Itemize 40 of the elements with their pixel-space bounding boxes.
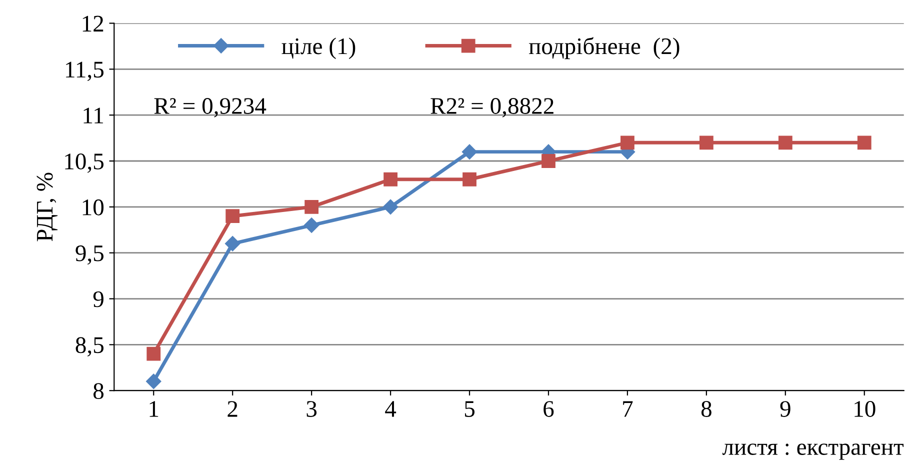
point	[225, 236, 240, 252]
point	[146, 346, 161, 361]
point	[146, 374, 162, 389]
x-tick-label: 7	[623, 401, 633, 417]
y-axis-title: РДГ, %	[36, 172, 58, 242]
x-tick-label: 6	[544, 401, 554, 417]
y-tick-label: 11,5	[66, 62, 104, 81]
x-tick-label: 1	[150, 401, 158, 417]
y-tick-label: 9	[93, 291, 104, 308]
point	[699, 136, 714, 150]
x-tick-label: 2	[228, 401, 238, 417]
y-tick-label: 11	[84, 108, 103, 124]
legend-label: подрібнене (2)	[528, 37, 680, 60]
y-tick-label: 10,5	[65, 153, 104, 173]
point	[304, 200, 319, 214]
annotation: R2² = 0,8822	[430, 98, 554, 118]
y-tick-label: 10	[82, 199, 104, 216]
point	[620, 136, 634, 150]
point	[857, 136, 872, 150]
point	[226, 209, 240, 224]
point	[778, 136, 792, 150]
point	[382, 199, 398, 214]
x-tick-label: 5	[464, 401, 474, 417]
point	[384, 172, 398, 186]
x-tick-label: 4	[385, 401, 396, 417]
y-tick-label: 12	[82, 16, 104, 32]
y-tick-label: 9,5	[76, 245, 104, 265]
point	[462, 172, 476, 186]
point	[462, 144, 478, 160]
x-tick-label: 9	[780, 401, 790, 417]
annotation: R² = 0,9234	[154, 98, 266, 118]
x-tick-label: 8	[701, 401, 712, 417]
x-tick-label: 10	[854, 401, 876, 417]
legend-label: ціле (1)	[282, 38, 356, 60]
point	[542, 154, 556, 168]
y-tick-label: 8	[93, 383, 104, 400]
point	[304, 218, 320, 233]
x-axis-title: листя : екстрагент	[722, 444, 904, 460]
y-tick-label: 8,5	[76, 337, 104, 357]
x-tick-label: 3	[306, 401, 317, 417]
